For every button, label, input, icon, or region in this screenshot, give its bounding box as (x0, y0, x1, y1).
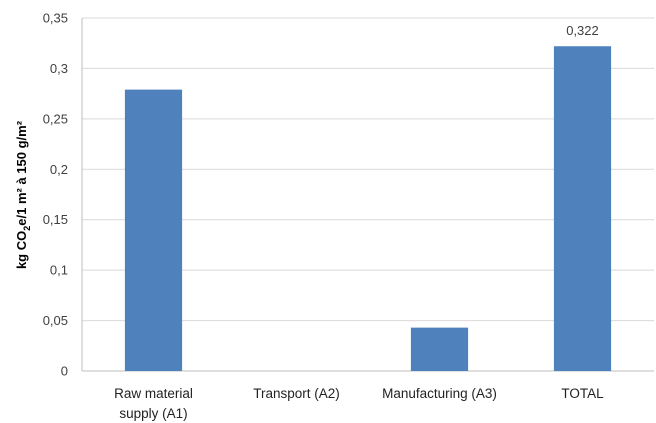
y-tick-label: 0,35 (43, 11, 68, 26)
bars (124, 46, 612, 372)
y-axis-label-suffix: e/1 m² à 150 g/m² (14, 120, 29, 225)
x-axis-labels: Raw material supply (A1) Transport (A2) Man… (114, 386, 604, 421)
bar (410, 327, 469, 371)
y-tick-label: 0,1 (50, 263, 68, 278)
y-tick-label: 0,3 (50, 61, 68, 76)
x-tick-label: TOTAL (561, 386, 604, 401)
x-tick-label: Raw material supply (A1) (114, 386, 193, 421)
y-tick-label: 0 (61, 364, 68, 379)
bar (124, 89, 183, 371)
y-axis-ticks: 0 0,05 0,1 0,15 0,2 0,25 0,3 0,35 (43, 11, 68, 379)
y-tick-label: 0,15 (43, 212, 68, 227)
y-tick-label: 0,05 (43, 313, 68, 328)
x-tick-label: Transport (A2) (253, 386, 340, 401)
y-axis-label-subscript: 2 (22, 226, 32, 231)
data-label: 0,322 (566, 23, 599, 38)
y-axis-label-prefix: kg CO (14, 231, 29, 269)
y-axis-label: kg CO2e/1 m² à 150 g/m² (14, 120, 32, 269)
data-labels: 0,322 (566, 23, 599, 38)
y-tick-label: 0,25 (43, 111, 68, 126)
x-tick-label: Manufacturing (A3) (382, 386, 497, 401)
bar (553, 46, 612, 372)
y-tick-label: 0,2 (50, 162, 68, 177)
